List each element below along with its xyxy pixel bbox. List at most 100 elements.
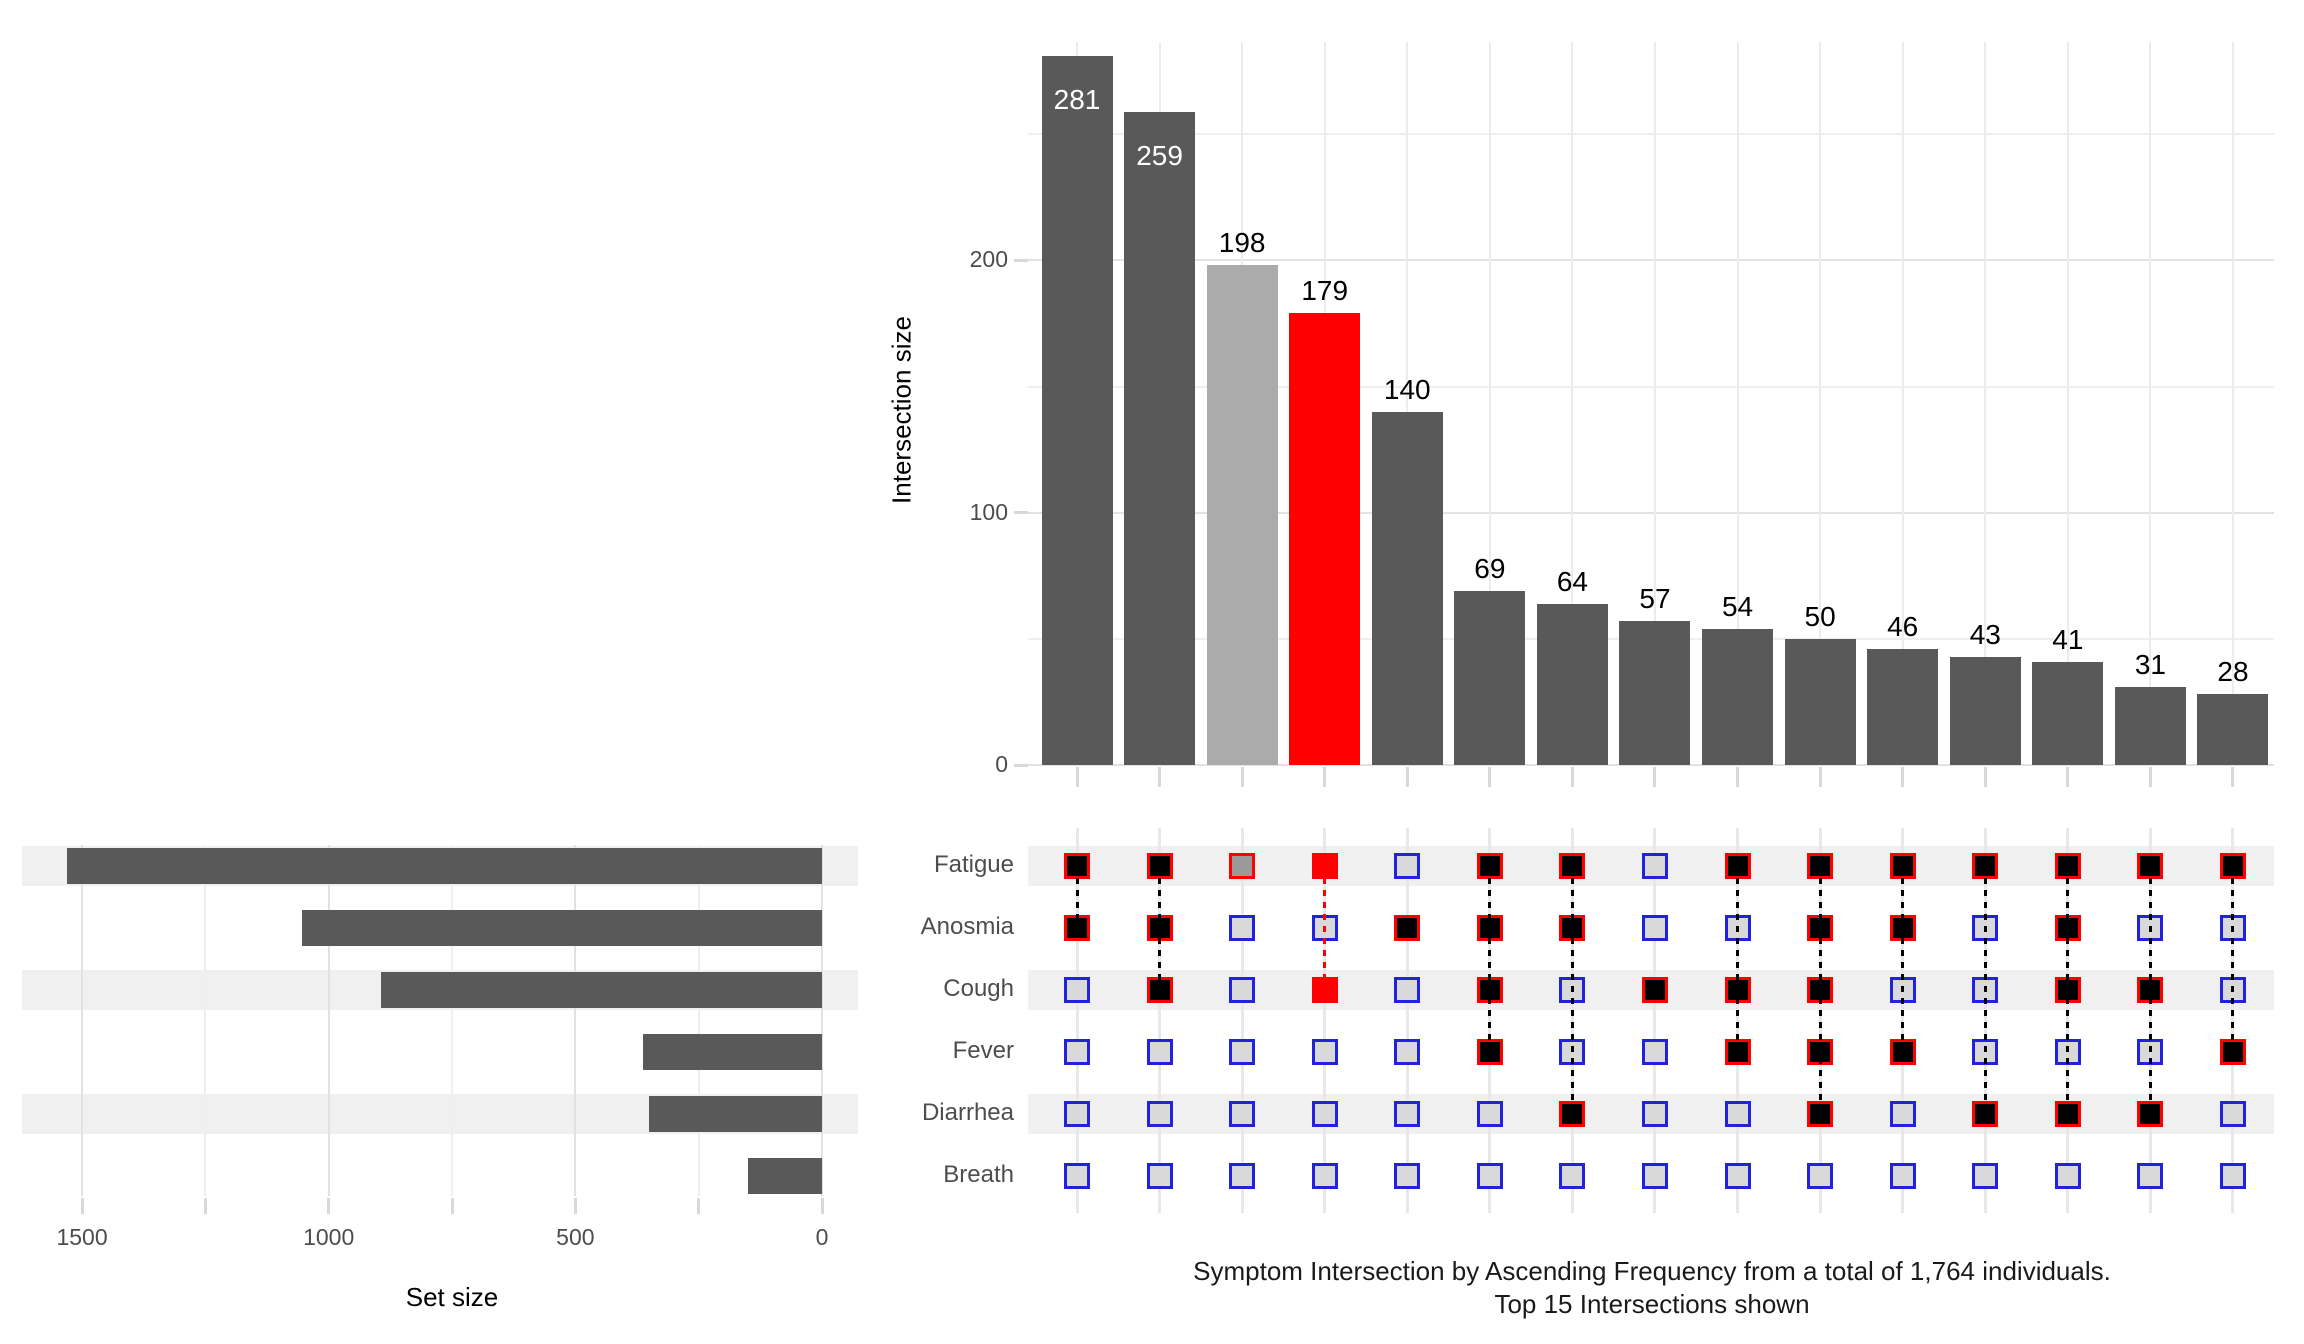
matrix-cell-inactive bbox=[1641, 1163, 1668, 1189]
gridline-vertical-column bbox=[1819, 42, 1822, 765]
gridline-major-vertical bbox=[81, 845, 84, 1196]
matrix-column-rail bbox=[1240, 828, 1244, 1213]
bar-value-label: 179 bbox=[1301, 275, 1349, 307]
matrix-connector-line bbox=[1158, 866, 1162, 990]
matrix-connector-line bbox=[2148, 866, 2152, 1114]
bar-value-label: 69 bbox=[1474, 552, 1506, 584]
x-axis-tick bbox=[450, 1198, 454, 1214]
bar-value-label: 259 bbox=[1136, 139, 1183, 171]
matrix-cell-inactive bbox=[1146, 1039, 1173, 1065]
gridline-vertical-column bbox=[2066, 42, 2069, 765]
gridline-vertical-column bbox=[1571, 42, 1574, 765]
matrix-column-rail bbox=[1405, 828, 1409, 1213]
gridline-vertical-column bbox=[1653, 42, 1656, 765]
bar-value-label: 54 bbox=[1721, 590, 1754, 622]
matrix-row-label: Anosmia bbox=[920, 913, 1014, 940]
x-axis-tick-label: 0 bbox=[815, 1224, 829, 1250]
matrix-column-rail bbox=[1075, 828, 1079, 1213]
intersection-bar bbox=[1536, 603, 1608, 765]
matrix-connector-line bbox=[1075, 866, 1079, 928]
gridline-vertical-column bbox=[1406, 42, 1409, 765]
intersection-bar bbox=[1619, 621, 1691, 765]
gridline-major-horizontal bbox=[1028, 764, 2274, 766]
matrix-connector-line bbox=[1323, 866, 1327, 990]
matrix-cell-inactive bbox=[1641, 1101, 1668, 1127]
intersection-bar bbox=[1784, 638, 1856, 765]
matrix-cell-inactive bbox=[1559, 1163, 1586, 1189]
matrix-cell-inactive bbox=[1229, 1163, 1256, 1189]
matrix-cell-inactive bbox=[1724, 1101, 1751, 1127]
y-axis-tick-label: 200 bbox=[969, 246, 1008, 273]
matrix-cell-inactive bbox=[1311, 1101, 1338, 1127]
matrix-cell-inactive bbox=[1311, 1039, 1338, 1065]
x-axis-tick-label: 500 bbox=[556, 1224, 595, 1250]
matrix-connector-line bbox=[2231, 866, 2235, 1052]
y-axis-tick bbox=[1014, 511, 1028, 515]
matrix-cell-active bbox=[1394, 915, 1421, 941]
y-axis-tick bbox=[1014, 258, 1028, 262]
bar-value-label: 198 bbox=[1218, 227, 1266, 259]
x-axis-tick bbox=[1736, 767, 1740, 787]
matrix-row-label: Fatigue bbox=[933, 851, 1014, 878]
x-axis-tick bbox=[1075, 767, 1079, 787]
x-axis-tick bbox=[2148, 767, 2152, 787]
matrix-cell-inactive bbox=[1064, 1163, 1090, 1189]
matrix-cell-inactive bbox=[1641, 853, 1668, 879]
gridline-minor-vertical bbox=[697, 845, 700, 1196]
bar-value-label: 64 bbox=[1556, 565, 1588, 597]
matrix-cell-inactive bbox=[1641, 1039, 1668, 1065]
gridline-major-horizontal bbox=[1028, 259, 2274, 262]
x-axis-tick bbox=[327, 1198, 331, 1214]
bar-value-label: 57 bbox=[1639, 583, 1671, 615]
y-axis-tick bbox=[1014, 763, 1028, 767]
intersection-bar bbox=[1702, 628, 1774, 765]
x-axis-tick bbox=[1901, 767, 1905, 787]
bar-value-label: 281 bbox=[1053, 84, 1101, 116]
x-axis-tick bbox=[1405, 767, 1409, 787]
matrix-connector-line bbox=[1570, 866, 1574, 1114]
intersection-bar bbox=[1454, 590, 1526, 765]
y-axis-tick-label: 100 bbox=[969, 498, 1008, 525]
x-axis-tick bbox=[1240, 767, 1244, 787]
matrix-cell-inactive bbox=[1229, 1039, 1256, 1065]
x-axis-title-set-size: Set size bbox=[405, 1282, 499, 1312]
matrix-cell-inactive bbox=[1641, 915, 1668, 941]
matrix-cell-inactive bbox=[1394, 1163, 1421, 1189]
matrix-column-rail bbox=[1158, 828, 1162, 1213]
intersection-bar bbox=[1041, 56, 1113, 765]
gridline-vertical-column bbox=[2149, 42, 2152, 765]
matrix-cell-active bbox=[1641, 977, 1668, 1003]
intersection-bar bbox=[1949, 656, 2021, 765]
gridline-major-vertical bbox=[821, 845, 823, 1196]
matrix-cell-inactive bbox=[2054, 1163, 2081, 1189]
bar-value-label: 46 bbox=[1887, 610, 1919, 642]
x-axis-tick bbox=[820, 1198, 824, 1214]
matrix-cell-inactive bbox=[1807, 1163, 1834, 1189]
y-axis-title: Intersection size bbox=[886, 316, 917, 504]
x-axis-tick bbox=[203, 1198, 207, 1214]
x-axis-tick bbox=[573, 1198, 577, 1214]
set-size-bar bbox=[67, 848, 822, 884]
set-size-bar bbox=[302, 910, 822, 946]
matrix-cell-inactive bbox=[1229, 977, 1256, 1003]
matrix-cell-inactive bbox=[1311, 1163, 1338, 1189]
matrix-cell-inactive bbox=[1146, 1101, 1173, 1127]
matrix-column-rail bbox=[1653, 828, 1657, 1213]
gridline-minor-vertical bbox=[451, 845, 454, 1196]
x-axis-tick bbox=[1983, 767, 1987, 787]
matrix-cell-inactive bbox=[1724, 1163, 1751, 1189]
matrix-cell-inactive bbox=[1064, 1039, 1090, 1065]
caption-line-1: Symptom Intersection by Ascending Freque… bbox=[1193, 1256, 2111, 1286]
set-size-bar bbox=[648, 1096, 822, 1132]
y-axis-tick-label: 0 bbox=[995, 751, 1008, 777]
gridline-vertical-column bbox=[1984, 42, 1987, 765]
matrix-row-label: Fever bbox=[952, 1037, 1014, 1064]
matrix-cell-inactive bbox=[1394, 853, 1421, 879]
intersection-bar bbox=[2114, 686, 2186, 765]
gridline-minor-vertical bbox=[204, 845, 207, 1196]
matrix-connector-line bbox=[1736, 866, 1740, 1052]
x-axis-tick bbox=[1158, 767, 1162, 787]
matrix-cell-inactive bbox=[1229, 915, 1256, 941]
gridline-vertical-column bbox=[2231, 42, 2234, 765]
